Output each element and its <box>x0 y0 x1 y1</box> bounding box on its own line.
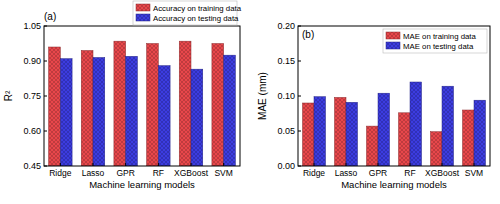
legend-label: Accuracy on testing data <box>153 14 239 23</box>
x-tick <box>410 163 411 166</box>
bar <box>366 126 378 166</box>
panel: 0.00 0.05 0.10 0.15 0.20 Ridge Lasso GPR RF XGBoo… <box>257 21 490 190</box>
legend: Accuracy on training dataAccuracy on tes… <box>133 1 242 25</box>
x-tick-label: XGBoost <box>174 168 209 178</box>
y-tick-label: 0.10 <box>277 91 295 101</box>
bar <box>346 102 358 166</box>
y-tick <box>44 131 47 132</box>
bar <box>212 44 224 167</box>
bar <box>114 41 126 166</box>
x-tick <box>125 163 126 166</box>
y-tick <box>298 61 301 62</box>
bar <box>93 58 105 167</box>
x-tick <box>442 163 443 166</box>
bars <box>302 82 485 166</box>
y-tick-label: 0.90 <box>23 56 41 66</box>
x-axis-title: Machine learning models <box>89 179 195 190</box>
x-tick-label: RF <box>153 168 164 178</box>
x-tick-label: Ridge <box>303 168 325 178</box>
y-tick-label: 0.05 <box>277 126 295 136</box>
legend-box <box>383 29 487 53</box>
x-tick-label: Lasso <box>82 168 105 178</box>
bar <box>334 97 346 166</box>
legend-swatch <box>136 14 150 21</box>
y-axis-title: R² <box>3 90 14 101</box>
x-axis-title: Machine learning models <box>341 179 447 190</box>
bar <box>158 66 170 166</box>
y-tick <box>298 166 301 167</box>
bar <box>474 100 486 166</box>
x-tick <box>191 163 192 166</box>
bar <box>147 44 159 167</box>
legend-label: MAE on training data <box>403 32 476 41</box>
y-tick <box>298 26 301 27</box>
x-tick <box>158 163 159 166</box>
legend-swatch <box>386 42 400 49</box>
y-tick <box>44 96 47 97</box>
bar <box>430 132 442 166</box>
bar <box>442 86 454 166</box>
y-tick-label: 0.60 <box>23 126 41 136</box>
y-tick-label: 0.15 <box>277 56 295 66</box>
bar <box>398 113 410 166</box>
legend-swatch <box>386 32 400 39</box>
legend: MAE on training dataMAE on testing data <box>383 29 487 53</box>
bars <box>49 41 236 166</box>
x-tick <box>314 163 315 166</box>
panel: 0.45 0.60 0.75 0.90 1.05 Ridge Lasso GPR RF XGBoo… <box>3 1 242 190</box>
bar <box>179 41 191 166</box>
panel-title: (b) <box>302 29 314 40</box>
y-tick-label: 1.05 <box>23 21 41 31</box>
y-tick-label: 0.00 <box>277 161 295 171</box>
plot-frame <box>44 26 240 166</box>
bar <box>224 55 236 166</box>
x-tick <box>223 163 224 166</box>
x-tick <box>378 163 379 166</box>
y-axis-title: MAE (mm) <box>257 72 268 120</box>
figure: 0.45 0.60 0.75 0.90 1.05 Ridge Lasso GPR RF XGBoo… <box>0 0 500 204</box>
legend-label: Accuracy on training data <box>153 4 242 13</box>
y-tick-label: 0.45 <box>23 161 41 171</box>
bar <box>378 93 390 166</box>
x-tick-label: Ridge <box>49 168 71 178</box>
bar <box>60 59 72 166</box>
bar <box>126 56 138 166</box>
bar <box>49 47 61 166</box>
bar <box>191 69 203 166</box>
x-tick-label: RF <box>404 168 415 178</box>
legend-label: MAE on testing data <box>403 42 474 51</box>
bar <box>462 110 474 166</box>
bar <box>81 51 93 167</box>
y-tick <box>298 131 301 132</box>
panel-title: (a) <box>44 11 56 22</box>
x-tick <box>474 163 475 166</box>
y-tick <box>298 96 301 97</box>
bar <box>410 82 422 166</box>
y-tick-label: 0.20 <box>277 21 295 31</box>
y-tick <box>44 166 47 167</box>
x-tick <box>346 163 347 166</box>
x-tick <box>93 163 94 166</box>
x-tick-label: Lasso <box>335 168 358 178</box>
x-tick-label: XGBoost <box>425 168 460 178</box>
x-tick-label: SVM <box>214 168 232 178</box>
bar <box>314 97 326 166</box>
y-tick-label: 0.75 <box>23 91 41 101</box>
bar <box>302 103 314 166</box>
x-tick-label: GPR <box>116 168 134 178</box>
y-tick <box>44 26 47 27</box>
legend-swatch <box>136 4 150 11</box>
x-tick <box>60 163 61 166</box>
y-tick <box>44 61 47 62</box>
plot-frame <box>298 26 490 166</box>
x-tick-label: SVM <box>465 168 483 178</box>
x-tick-label: GPR <box>369 168 387 178</box>
